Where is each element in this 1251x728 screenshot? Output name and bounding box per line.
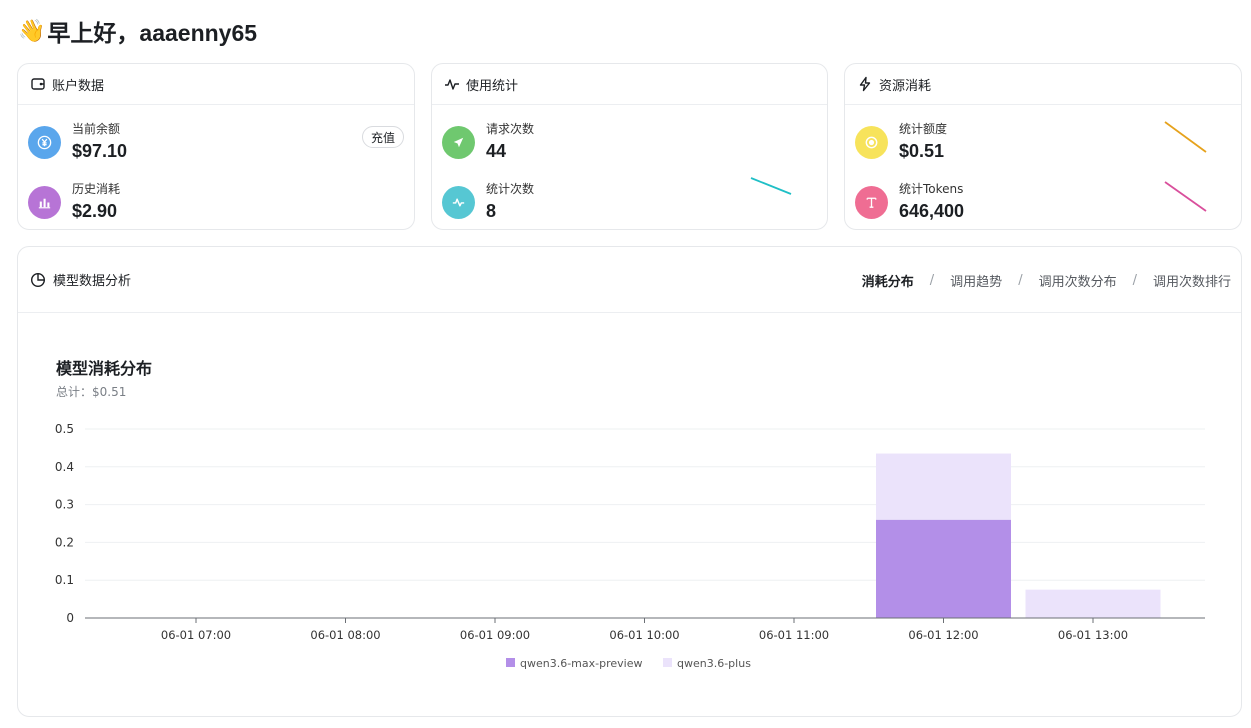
- y-tick-label: 0: [66, 611, 74, 625]
- tab-consumption-distribution[interactable]: 消耗分布: [861, 274, 914, 290]
- analysis-tabs: 消耗分布 / 调用趋势 / 调用次数分布 / 调用次数排行: [862, 247, 1231, 313]
- tab-call-trend[interactable]: 调用趋势: [950, 274, 1003, 290]
- y-tick-label: 0.4: [55, 460, 74, 474]
- y-tick-label: 0.3: [55, 498, 74, 512]
- stats-count-label: 统计次数: [486, 182, 535, 196]
- account-card-header: 账户数据: [18, 64, 414, 105]
- coin-icon: [855, 125, 888, 159]
- legend-swatch: [506, 658, 515, 667]
- resource-card-title: 资源消耗: [879, 78, 932, 94]
- resource-card: 资源消耗 统计额度 $0.51 统计Tokens 646,400: [844, 63, 1242, 230]
- pie-chart-icon: [30, 272, 46, 288]
- x-tick-label: 06-01 09:00: [460, 628, 530, 642]
- resource-card-header: 资源消耗: [845, 64, 1241, 105]
- tab-separator: /: [1132, 272, 1137, 288]
- quota-sparkline: [1164, 121, 1207, 153]
- tab-call-count-ranking[interactable]: 调用次数排行: [1152, 274, 1231, 290]
- x-tick-label: 06-01 10:00: [609, 628, 679, 642]
- stats-count-stat: 统计次数 8: [442, 181, 534, 223]
- y-tick-label: 0.2: [55, 535, 74, 549]
- lightning-icon: [857, 76, 873, 92]
- greeting-text: 早上好，aaaenny65: [47, 20, 258, 46]
- stats-count-value: 8: [486, 201, 497, 221]
- tab-separator: /: [929, 272, 935, 288]
- waving-hand-icon: 👋: [18, 18, 46, 43]
- legend-label: qwen3.6-plus: [677, 657, 751, 670]
- send-icon: [442, 125, 475, 159]
- requests-stat: 请求次数 44: [442, 121, 534, 163]
- bar-qwen3.6-plus: [876, 453, 1011, 520]
- text-t-icon: [855, 185, 888, 219]
- model-analysis-title: 模型数据分析: [53, 274, 132, 289]
- tokens-sparkline: [1164, 181, 1207, 212]
- model-analysis-header: 模型数据分析 消耗分布 / 调用趋势 / 调用次数分布 / 调用次数排行: [18, 247, 1241, 313]
- legend-label: qwen3.6-max-preview: [520, 657, 642, 670]
- y-tick-label: 0.1: [55, 573, 74, 587]
- tab-separator: /: [1018, 272, 1023, 288]
- bar-chart-icon: [28, 185, 61, 219]
- greeting: 👋 早上好，aaaenny65: [18, 14, 257, 48]
- usage-card: 使用统计 请求次数 44 统计次数 8: [431, 63, 828, 230]
- tokens-label: 统计Tokens: [899, 182, 964, 196]
- consumption-chart: 0 0.1 0.2 0.3 0.4 0.5 06-01 07:00 06-01 08:00 06…: [55, 422, 1205, 670]
- account-card-title: 账户数据: [52, 78, 105, 94]
- wallet-icon: [30, 76, 46, 92]
- usage-card-header: 使用统计: [432, 64, 827, 105]
- chart-total: 总计：$0.51: [56, 385, 127, 399]
- chart-title: 模型消耗分布: [56, 359, 153, 378]
- tokens-value: 646,400: [899, 201, 965, 221]
- stats-sparkline: [750, 177, 792, 195]
- balance-stat: 当前余额 $97.10: [28, 121, 127, 163]
- bar-qwen3.6-max-preview: [876, 519, 1011, 618]
- balance-label: 当前余额: [72, 122, 121, 136]
- model-analysis-panel: 模型数据分析 消耗分布 / 调用趋势 / 调用次数分布 / 调用次数排行 模型消…: [17, 246, 1242, 717]
- tab-call-count-distribution[interactable]: 调用次数分布: [1038, 274, 1117, 290]
- requests-value: 44: [486, 141, 507, 161]
- quota-stat: 统计额度 $0.51: [855, 121, 947, 163]
- pulse-icon: [442, 185, 475, 219]
- balance-value: $97.10: [72, 141, 128, 161]
- history-label: 历史消耗: [72, 182, 121, 196]
- recharge-button[interactable]: 充值: [361, 126, 404, 148]
- legend-swatch: [663, 658, 672, 667]
- activity-icon: [444, 76, 460, 92]
- x-tick-label: 06-01 07:00: [161, 628, 231, 642]
- tokens-stat: 统计Tokens 646,400: [855, 181, 964, 223]
- account-card: 账户数据 当前余额 $97.10 充值 历史消耗 $2.90: [17, 63, 415, 230]
- requests-label: 请求次数: [486, 122, 535, 136]
- history-value: $2.90: [72, 201, 118, 221]
- yen-coin-icon: [28, 125, 61, 159]
- bar-qwen3.6-plus: [1025, 589, 1161, 618]
- x-tick-label: 06-01 08:00: [310, 628, 380, 642]
- history-stat: 历史消耗 $2.90: [28, 181, 120, 223]
- y-tick-label: 0.5: [55, 422, 74, 436]
- usage-card-title: 使用统计: [466, 78, 519, 94]
- x-tick-label: 06-01 12:00: [908, 628, 978, 642]
- x-tick-label: 06-01 13:00: [1058, 628, 1128, 642]
- quota-label: 统计额度: [899, 122, 948, 136]
- x-tick-label: 06-01 11:00: [759, 628, 829, 642]
- quota-value: $0.51: [899, 141, 945, 161]
